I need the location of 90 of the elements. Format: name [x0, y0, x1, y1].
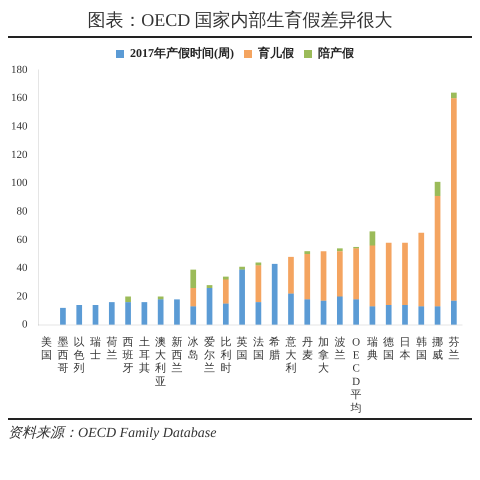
y-tick-label: 20 — [16, 290, 28, 302]
x-tick-label: 美国 — [41, 335, 52, 362]
y-tick-label: 80 — [16, 205, 28, 218]
x-tick-label: 冰岛 — [188, 335, 199, 362]
y-tick-label: 120 — [11, 148, 28, 161]
bar — [206, 288, 212, 325]
x-tick-label: 爱尔兰 — [204, 335, 216, 375]
x-tick-label: 西班牙 — [122, 336, 134, 375]
y-tick-label: 160 — [11, 92, 28, 104]
bar — [434, 182, 440, 196]
bar — [353, 248, 359, 300]
text: 资料来源：OECD Family Database — [8, 424, 218, 442]
x-tick-label: 荷兰 — [106, 335, 118, 362]
bar — [418, 232, 424, 306]
y-tick-label: 180 — [11, 64, 28, 76]
x-tick-label: 挪威 — [432, 336, 444, 362]
x-tick-label: 以色列 — [74, 335, 85, 375]
y-tick-label: 60 — [16, 234, 28, 246]
y-tick-label: 40 — [16, 262, 28, 274]
x-tick-label: 韩国 — [416, 335, 427, 362]
bar — [108, 302, 115, 325]
bar — [320, 251, 326, 301]
bar — [370, 306, 376, 325]
legend-label: 2017年产假时间(周) — [130, 46, 234, 60]
bar — [451, 92, 457, 98]
x-tick-label: 瑞士 — [90, 335, 102, 362]
bar — [451, 300, 457, 325]
bar — [256, 302, 262, 325]
bar — [402, 304, 408, 325]
bar — [158, 296, 164, 300]
bar — [222, 276, 229, 280]
bar — [370, 246, 376, 306]
bar — [92, 304, 98, 325]
bar — [336, 251, 343, 296]
bar — [288, 256, 294, 294]
y-tick-label: 0 — [22, 318, 28, 331]
x-tick-label: 德国 — [383, 336, 394, 362]
bar — [256, 262, 262, 266]
bar — [353, 299, 359, 325]
x-tick-label: 澳大利亚 — [155, 336, 166, 388]
bar — [304, 299, 310, 325]
bar — [336, 296, 343, 325]
x-tick-label: 法国 — [252, 335, 264, 362]
bar — [304, 254, 310, 300]
x-tick-label: 芬兰 — [448, 335, 460, 362]
bar — [60, 308, 66, 325]
bar — [125, 296, 131, 302]
bar — [76, 304, 82, 325]
bar — [142, 302, 148, 325]
x-tick-label: 英国 — [236, 335, 248, 362]
bar — [402, 242, 408, 305]
bar — [222, 280, 229, 304]
bar — [239, 270, 245, 325]
x-tick-label: 波兰 — [334, 335, 346, 362]
legend-label: 育儿假 — [256, 46, 295, 60]
y-tick-label: 140 — [11, 120, 28, 133]
bar — [288, 294, 294, 325]
x-tick-label: 比利时 — [220, 335, 232, 375]
legend-label: 陪产假 — [318, 46, 355, 60]
x-tick-label: 丹麦 — [302, 336, 313, 362]
x-tick-label: 新西兰 — [171, 335, 182, 375]
bar — [370, 231, 376, 246]
bar — [174, 299, 180, 325]
x-tick-label: 墨西哥 — [57, 336, 68, 375]
bar — [256, 265, 262, 302]
x-tick-label: 意大利 — [284, 335, 296, 375]
bar — [158, 299, 164, 325]
bar — [190, 306, 196, 325]
bar — [206, 285, 212, 288]
bar — [190, 270, 196, 288]
x-tick-label: 希腊 — [269, 335, 280, 362]
chart-title: 图表：OECD 国家内部生育假差异很大 — [8, 8, 472, 38]
bar — [418, 306, 424, 325]
bar — [320, 300, 326, 325]
bar — [386, 242, 392, 305]
bar — [304, 251, 310, 254]
bar — [190, 288, 196, 306]
x-tick-label: 瑞典 — [366, 335, 378, 362]
bar — [451, 98, 457, 301]
x-tick-label: OECD平均 — [350, 336, 362, 414]
x-tick-label: 土耳其 — [138, 335, 150, 375]
x-tick-label: 日本 — [399, 336, 410, 362]
bar — [222, 304, 229, 325]
x-tick-label: 加拿大 — [318, 335, 330, 375]
y-tick-label: 100 — [11, 177, 28, 190]
bar — [434, 306, 440, 325]
bar — [272, 264, 278, 325]
bar — [125, 302, 131, 325]
bar — [386, 304, 392, 325]
bar — [434, 196, 440, 306]
